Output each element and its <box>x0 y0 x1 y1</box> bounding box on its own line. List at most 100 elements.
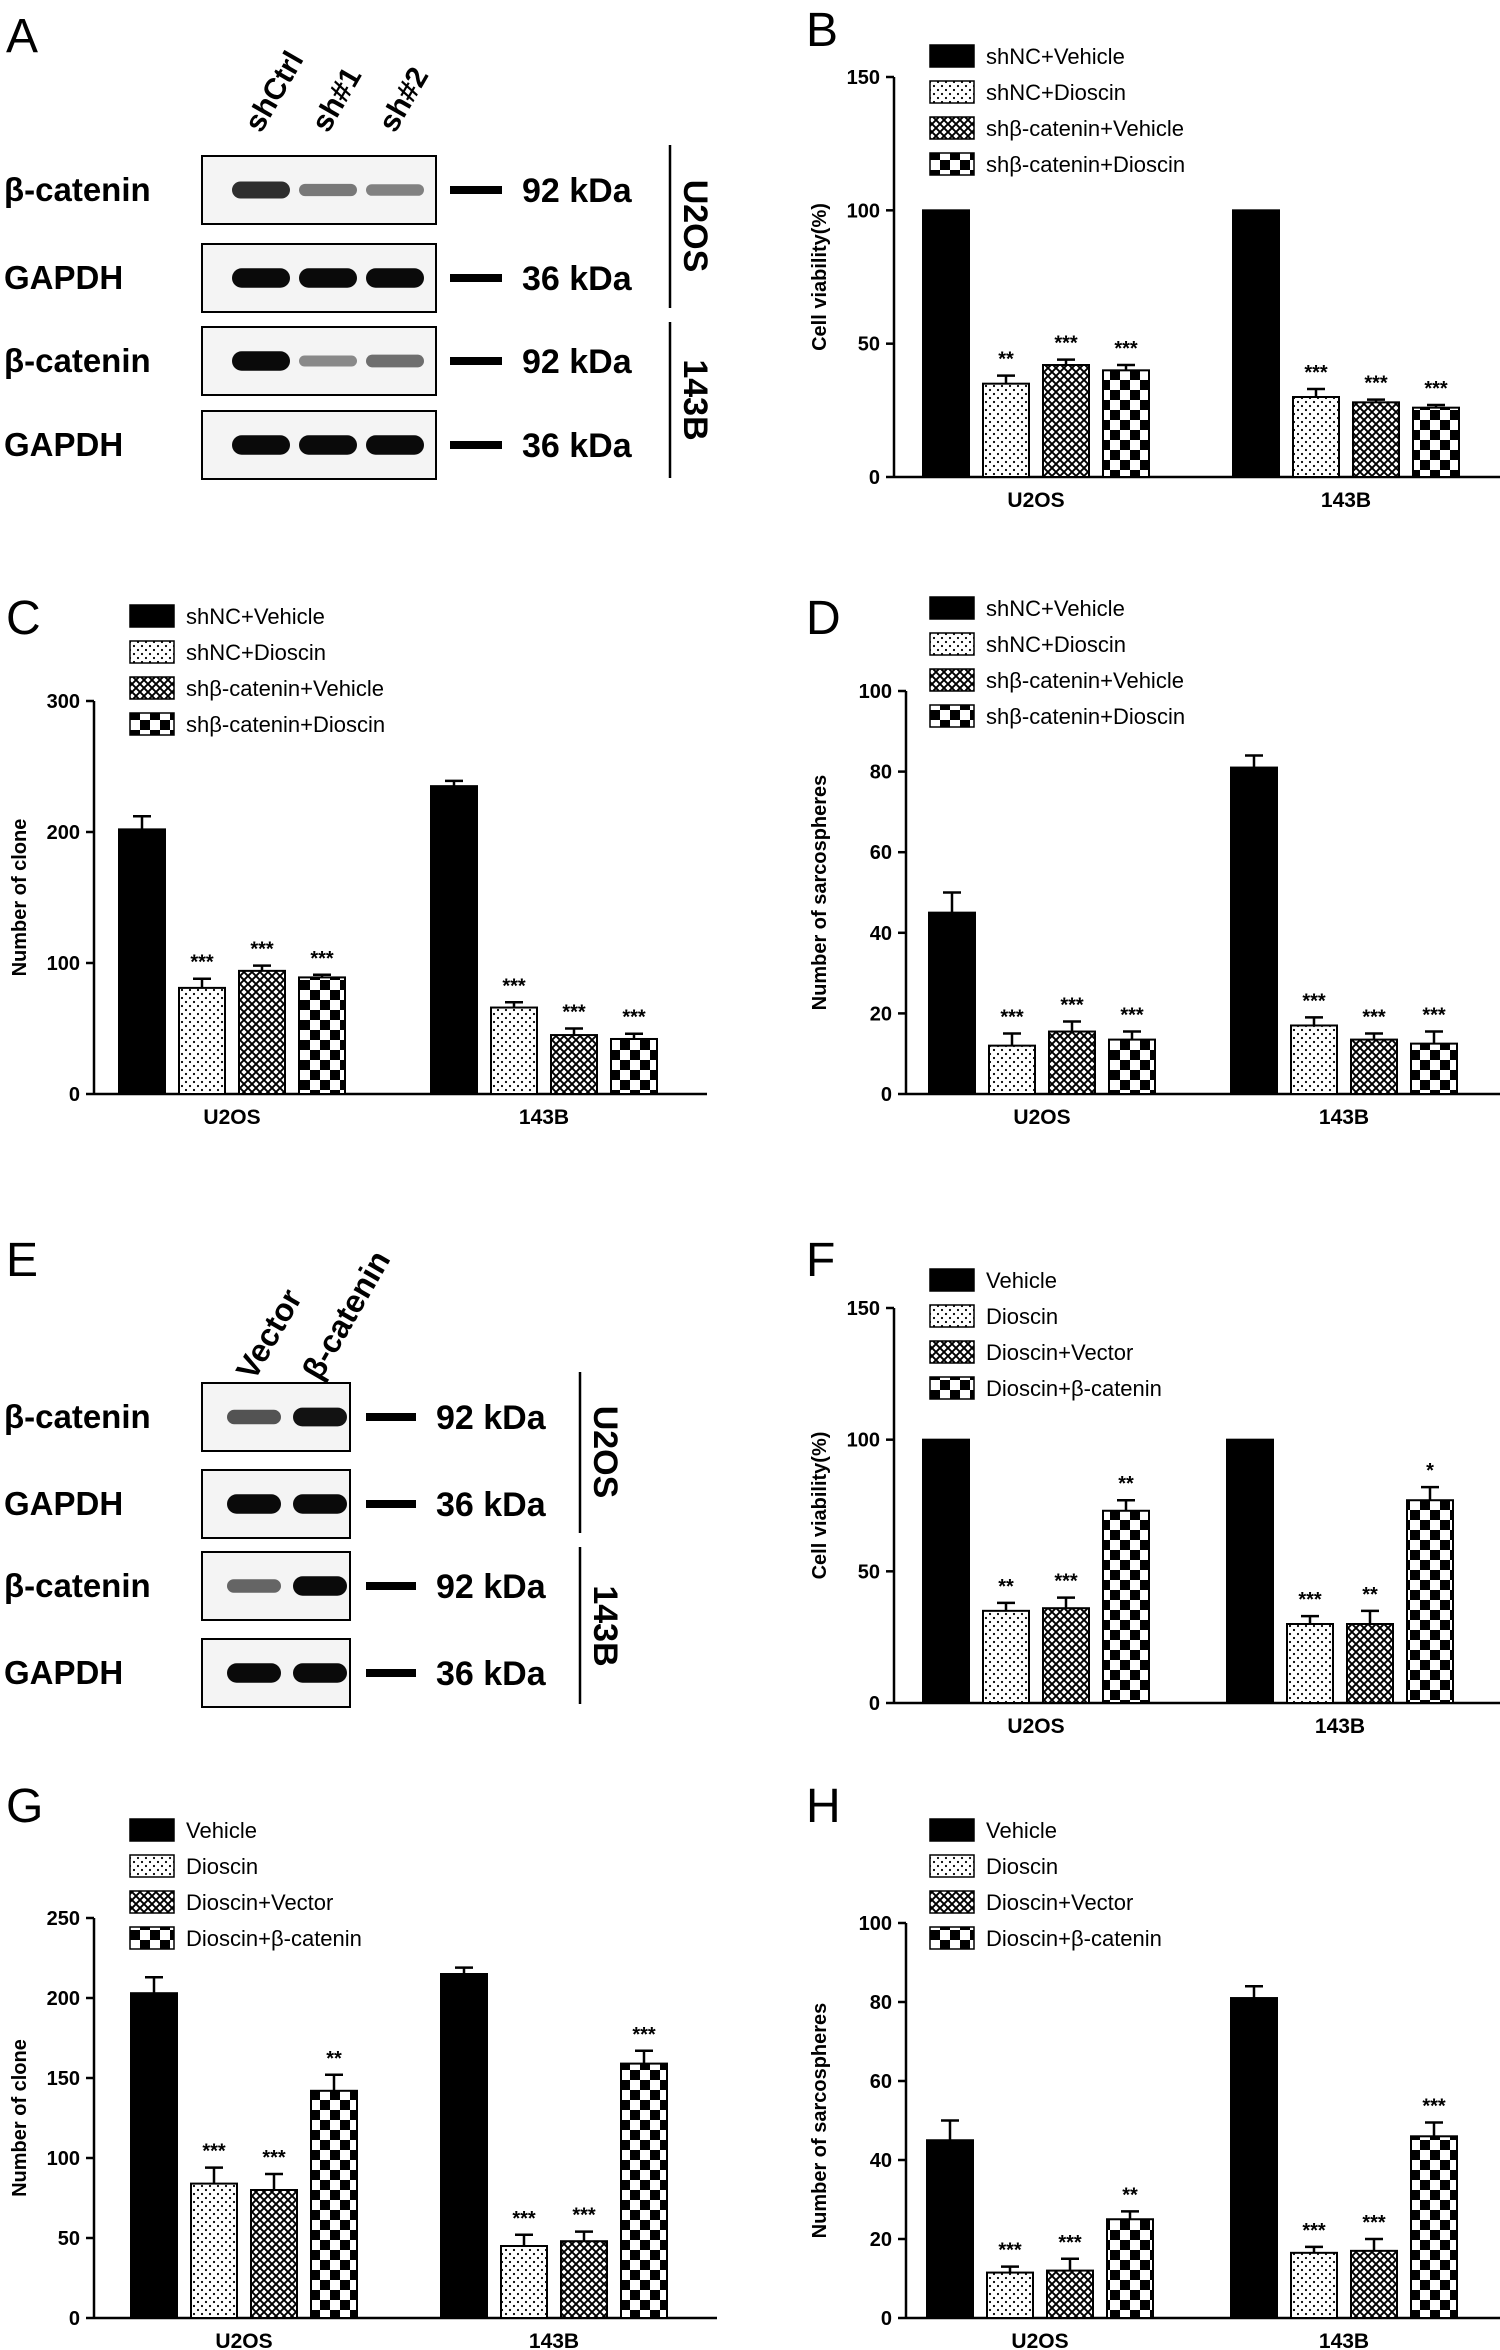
y-tick-label: 60 <box>870 842 892 864</box>
protein-band <box>366 435 424 455</box>
bar <box>982 382 1030 478</box>
protein-band <box>227 1663 281 1683</box>
lane-label: sh#1 <box>305 62 368 138</box>
protein-band <box>293 1494 347 1514</box>
bar <box>1352 401 1400 479</box>
y-tick-label: 0 <box>69 1084 80 1106</box>
legend-label: shNC+Dioscin <box>986 632 1126 657</box>
bar <box>430 785 478 1096</box>
legend-label: Vehicle <box>186 1818 257 1843</box>
legend-swatch <box>129 1818 175 1842</box>
significance-label: *** <box>1114 338 1138 360</box>
significance-label: ** <box>1118 1473 1134 1495</box>
lane-label: β-catenin <box>295 1244 397 1385</box>
significance-label: *** <box>562 1002 586 1024</box>
legend-swatch <box>929 1854 975 1878</box>
bar <box>1230 1997 1278 2320</box>
legend-swatch <box>129 1854 175 1878</box>
y-tick-label: 150 <box>47 2068 80 2090</box>
panel-letter-g: G <box>6 1780 43 1833</box>
legend-label: shβ-catenin+Vehicle <box>986 668 1184 693</box>
legend-swatch <box>929 1926 975 1950</box>
protein-band <box>299 268 357 288</box>
bar <box>250 2189 298 2319</box>
significance-label: * <box>1426 1460 1434 1482</box>
y-axis-title: Number of clone <box>9 2039 31 2197</box>
legend-label: shNC+Dioscin <box>986 80 1126 105</box>
legend-label: Dioscin+β-catenin <box>986 1376 1162 1401</box>
protein-band <box>227 1579 281 1593</box>
panel-letter-d: D <box>806 592 841 645</box>
significance-label: *** <box>310 948 334 970</box>
y-tick-label: 20 <box>870 2229 892 2251</box>
legend-label: shNC+Vehicle <box>986 44 1125 69</box>
molecular-weight-label: 36 kDa <box>436 1655 547 1693</box>
legend-swatch <box>929 80 975 104</box>
protein-label: GAPDH <box>4 1654 123 1691</box>
protein-band <box>299 355 357 367</box>
legend-swatch <box>129 712 175 736</box>
bar <box>1290 2251 1338 2319</box>
bar <box>440 1973 488 2319</box>
legend-swatch <box>929 1890 975 1914</box>
protein-band <box>232 435 290 455</box>
lane-label: Vector <box>229 1283 309 1386</box>
bar <box>922 1438 970 1704</box>
category-label: 143B <box>529 2330 579 2350</box>
bar <box>986 2271 1034 2319</box>
y-tick-label: 0 <box>869 1693 880 1715</box>
bar <box>190 2182 238 2320</box>
y-tick-label: 100 <box>847 200 880 222</box>
protein-band <box>299 183 357 197</box>
protein-band <box>232 181 290 199</box>
legend-label: shβ-catenin+Dioscin <box>986 152 1185 177</box>
significance-label: *** <box>1304 362 1328 384</box>
bar <box>130 1992 178 2319</box>
bar <box>1230 766 1278 1095</box>
bar <box>1286 1623 1334 1704</box>
cell-line-label: 143B <box>586 1585 624 1666</box>
significance-label: ** <box>1122 2184 1138 2206</box>
bar <box>1410 1042 1458 1095</box>
y-tick-label: 0 <box>881 1084 892 1106</box>
protein-band <box>293 1663 347 1683</box>
protein-label: GAPDH <box>4 426 123 463</box>
panel-letter-b: B <box>806 4 838 57</box>
bar <box>1406 1499 1454 1704</box>
y-tick-label: 100 <box>859 681 892 703</box>
protein-label: GAPDH <box>4 1485 123 1522</box>
molecular-weight-label: 36 kDa <box>436 1486 547 1524</box>
bar <box>310 2089 358 2320</box>
category-label: 143B <box>1319 2330 1369 2350</box>
legend-swatch <box>929 1268 975 1292</box>
bar <box>1042 364 1090 478</box>
category-label: 143B <box>1321 489 1371 512</box>
protein-label: β-catenin <box>4 342 151 379</box>
bar <box>550 1034 598 1096</box>
y-tick-label: 0 <box>69 2308 80 2330</box>
bar <box>926 2139 974 2319</box>
protein-band <box>366 354 424 368</box>
bar <box>1410 2135 1458 2320</box>
legend-swatch <box>929 1376 975 1400</box>
lane-label: sh#2 <box>372 62 435 138</box>
category-label: U2OS <box>1013 1106 1070 1129</box>
molecular-weight-label: 92 kDa <box>522 172 633 210</box>
significance-label: *** <box>512 2208 536 2230</box>
molecular-weight-label: 36 kDa <box>522 427 633 465</box>
protein-band <box>366 184 424 196</box>
legend-label: Vehicle <box>986 1818 1057 1843</box>
significance-label: *** <box>1060 994 1084 1016</box>
bar <box>490 1006 538 1095</box>
y-tick-label: 100 <box>847 1430 880 1452</box>
legend-swatch <box>929 668 975 692</box>
panel-letter-f: F <box>806 1234 835 1287</box>
panel-letter-h: H <box>806 1780 841 1833</box>
protein-band <box>293 1576 347 1596</box>
bar <box>1350 2249 1398 2320</box>
significance-label: *** <box>1422 1005 1446 1027</box>
bar <box>1102 369 1150 479</box>
